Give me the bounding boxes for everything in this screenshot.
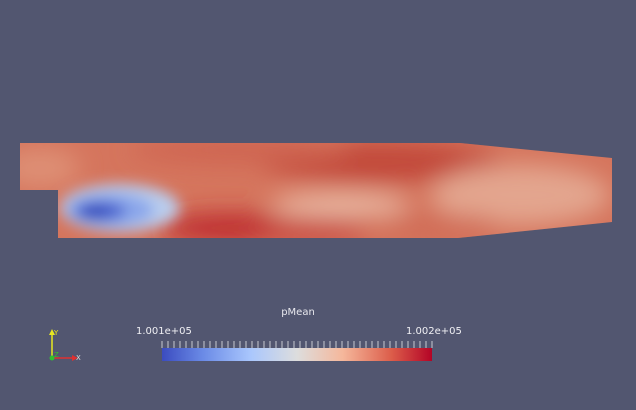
- colorbar-gradient: [162, 348, 432, 361]
- colorbar-max-label: 1.002e+05: [406, 326, 462, 337]
- colorbar-min-label: 1.001e+05: [136, 326, 192, 337]
- x-axis-label: X: [76, 354, 81, 362]
- colorbar[interactable]: [160, 340, 434, 364]
- pressure-field: [20, 143, 612, 238]
- z-axis-origin: [49, 355, 55, 361]
- z-axis-label: Z: [54, 351, 59, 359]
- orientation-axes: Y Z X: [49, 329, 81, 362]
- colorbar-title: pMean: [281, 307, 315, 318]
- colorbar-ticks: [161, 341, 433, 348]
- y-axis-label: Y: [53, 329, 59, 337]
- x-axis-arrow: [72, 355, 78, 361]
- y-axis-arrow: [49, 329, 55, 335]
